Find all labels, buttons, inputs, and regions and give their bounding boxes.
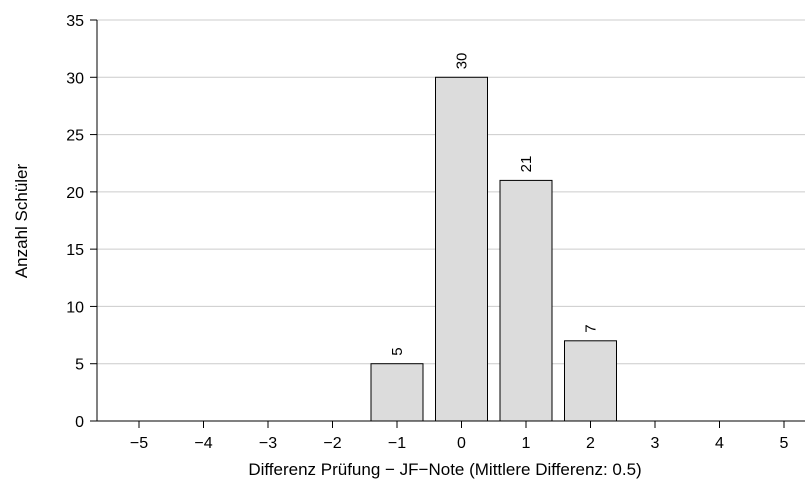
x-tick-label: 0 [457,435,466,452]
y-tick-label: 35 [66,13,84,30]
y-tick-label: 5 [75,357,84,374]
bar-data-label: 7 [583,324,600,332]
bar [564,340,617,422]
x-tick-label: 3 [651,435,660,452]
x-tick-label: −5 [130,435,148,452]
y-tick-label: 15 [66,242,84,259]
y-tick-layer: 0 5 10 15 20 25 30 35 [66,13,97,431]
bar [435,76,488,422]
x-tick-label: 4 [715,435,724,452]
bar [499,179,553,422]
x-tick-layer: −5 −4 −3 −2 −1 0 1 2 3 4 5 [130,421,789,452]
x-tick-label: 2 [586,435,595,452]
bar-data-label: 5 [389,347,406,355]
x-tick-label: 5 [780,435,789,452]
bar-data-label: 30 [454,53,471,70]
y-tick-label: 0 [75,414,84,431]
x-axis-title: Differenz Prüfung − JF−Note (Mittlere Di… [248,460,641,479]
x-tick-label: −2 [323,435,341,452]
x-tick-label: −3 [259,435,277,452]
y-tick-label: 25 [66,128,84,145]
bar-data-label: 21 [518,156,535,173]
y-tick-label: 10 [66,299,84,316]
labels-layer: 5 30 21 7 [389,53,600,356]
x-tick-label: 1 [522,435,531,452]
y-tick-label: 20 [66,185,84,202]
x-tick-label: −4 [194,435,212,452]
bars-layer [370,76,617,422]
y-tick-label: 30 [66,70,84,87]
y-axis-title: Anzahl Schüler [12,163,31,278]
x-tick-label: −1 [388,435,406,452]
bar [370,363,424,422]
axes-layer [96,20,805,422]
